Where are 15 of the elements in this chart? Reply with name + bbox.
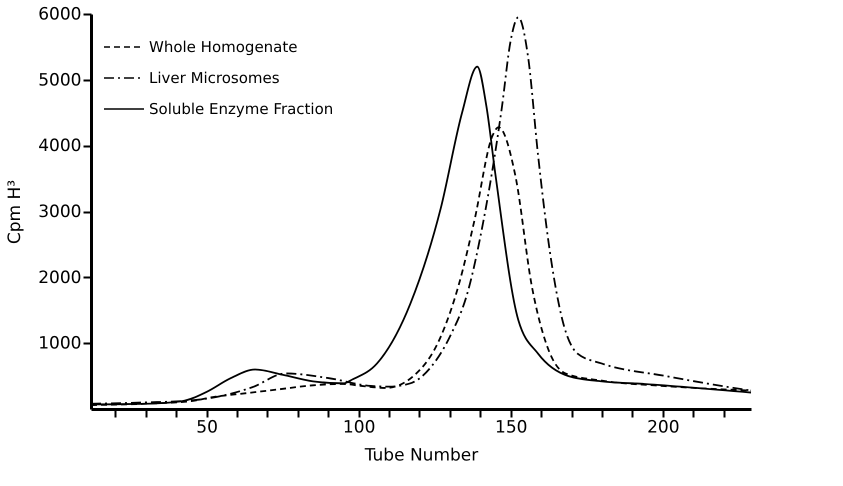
legend-label: Soluble Enzyme Fraction	[149, 100, 334, 118]
x-axis-title: Tube Number	[364, 446, 478, 466]
legend-label: Liver Microsomes	[149, 69, 280, 87]
y-tick-label: 1000	[38, 334, 82, 354]
y-tick-label: 3000	[38, 202, 82, 222]
y-tick-label: 6000	[38, 4, 82, 24]
x-tick-label: 150	[494, 418, 528, 438]
y-tick-label: 4000	[38, 136, 82, 156]
x-tick-label: 100	[342, 418, 376, 438]
legend-label: Whole Homogenate	[149, 38, 298, 56]
x-tick-label: 200	[647, 418, 680, 438]
y-tick-label: 5000	[38, 70, 82, 90]
y-axis-title: Cpm H³	[5, 180, 26, 244]
y-tick-label: 2000	[38, 268, 82, 288]
x-tick-label: 50	[196, 418, 218, 438]
